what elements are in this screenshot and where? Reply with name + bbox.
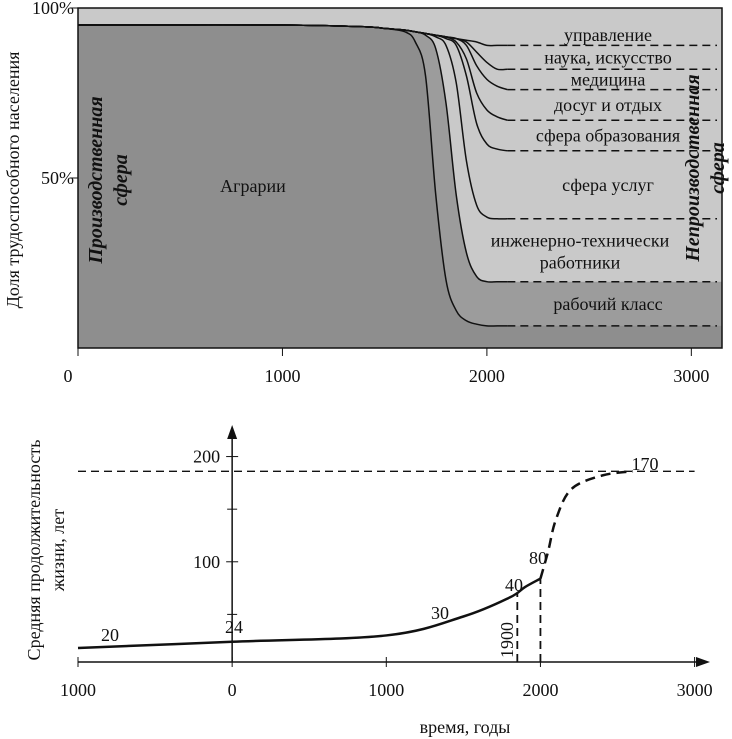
x-tick-label: 0 <box>64 366 73 386</box>
sector-label: сфера <box>110 154 132 206</box>
annotation: Аграрии <box>220 176 286 196</box>
series-label: досуг и отдых <box>554 95 662 115</box>
sector-label: Производственная <box>85 96 107 264</box>
y-axis-label: жизни, лет <box>48 509 68 592</box>
sector-label: сфера <box>707 142 729 194</box>
x-tick-label: 2000 <box>522 680 558 700</box>
series-label: управление <box>564 25 652 45</box>
x-tick-label: 1000 <box>368 680 404 700</box>
point-label: 20 <box>101 625 119 645</box>
y-axis-label: Средняя продолжительность <box>24 440 44 661</box>
series-label: рабочий класс <box>553 294 662 314</box>
x-tick-label: 0 <box>228 680 237 700</box>
point-label: 40 <box>505 575 523 595</box>
life-line <box>77 577 542 650</box>
series-label: инженерно-технически работники <box>491 230 670 272</box>
point-label: 24 <box>225 617 243 637</box>
x-tick-label: 1000 <box>264 366 300 386</box>
x-axis-label: время, годы <box>420 717 511 737</box>
agrarian-area <box>78 24 722 348</box>
x-arrow <box>696 657 710 667</box>
series-label: сфера услуг <box>562 175 654 195</box>
x-tick-label: 1000 <box>60 680 96 700</box>
y-tick-label: 50% <box>41 168 74 188</box>
x-tick-label: 3000 <box>677 680 713 700</box>
x-tick-label: 2000 <box>469 366 505 386</box>
life-line <box>539 470 634 579</box>
series-label: медицина <box>571 69 646 89</box>
sector-label: Непроизводственная <box>682 74 704 262</box>
boundary-line <box>78 24 508 47</box>
series-label: сфера образования <box>536 126 680 146</box>
y-tick-label: 100 <box>193 552 220 572</box>
series-label: наука, искусство <box>544 47 672 67</box>
y-axis-label: Доля трудоспособного населения <box>3 52 23 309</box>
point-label: 170 <box>632 454 659 474</box>
year-label: 1900 <box>497 622 517 658</box>
x-tick-label: 3000 <box>673 366 709 386</box>
y-tick-label: 100% <box>32 0 74 18</box>
y-arrow <box>227 425 238 439</box>
point-label: 80 <box>529 548 547 568</box>
point-label: 30 <box>431 603 449 623</box>
y-tick-label: 200 <box>193 447 220 467</box>
